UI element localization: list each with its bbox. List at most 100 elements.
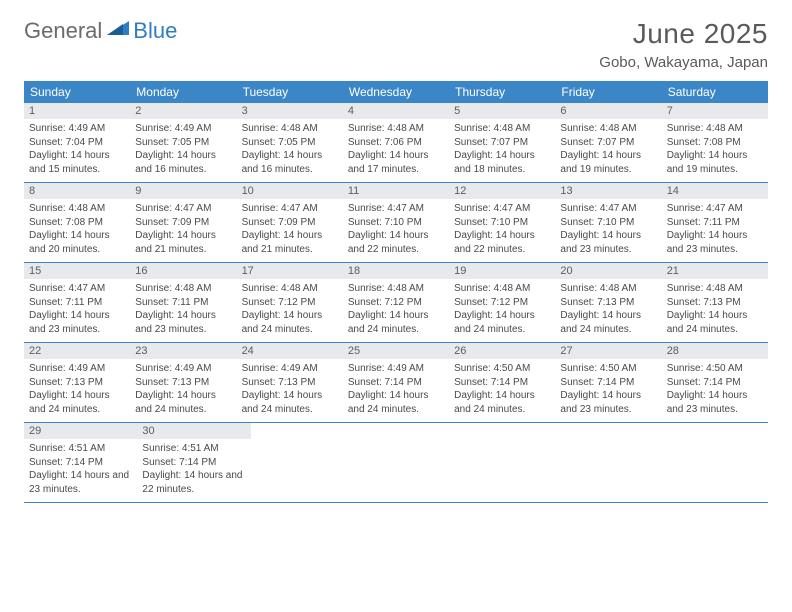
day-cell: 9 Sunrise: 4:47 AMSunset: 7:09 PMDaylight… bbox=[130, 183, 236, 262]
day-info: Sunrise: 4:48 AMSunset: 7:11 PMDaylight:… bbox=[135, 282, 231, 336]
day-number: 22 bbox=[24, 343, 130, 359]
day-cell: 1 Sunrise: 4:49 AMSunset: 7:04 PMDaylight… bbox=[24, 103, 130, 182]
week-row: 29 Sunrise: 4:51 AMSunset: 7:14 PMDayligh… bbox=[24, 423, 768, 503]
day-cell: 12 Sunrise: 4:47 AMSunset: 7:10 PMDayligh… bbox=[449, 183, 555, 262]
day-cell: 15 Sunrise: 4:47 AMSunset: 7:11 PMDayligh… bbox=[24, 263, 130, 342]
day-info: Sunrise: 4:47 AMSunset: 7:09 PMDaylight:… bbox=[242, 202, 338, 256]
day-cell: 6 Sunrise: 4:48 AMSunset: 7:07 PMDaylight… bbox=[555, 103, 661, 182]
day-info: Sunrise: 4:49 AMSunset: 7:05 PMDaylight:… bbox=[135, 122, 231, 176]
weekday-header: Friday bbox=[555, 81, 661, 103]
week-row: 1 Sunrise: 4:49 AMSunset: 7:04 PMDaylight… bbox=[24, 103, 768, 183]
week-row: 22 Sunrise: 4:49 AMSunset: 7:13 PMDayligh… bbox=[24, 343, 768, 423]
weekday-header: Monday bbox=[130, 81, 236, 103]
weekday-header: Sunday bbox=[24, 81, 130, 103]
day-info: Sunrise: 4:48 AMSunset: 7:05 PMDaylight:… bbox=[242, 122, 338, 176]
day-number: 29 bbox=[24, 423, 137, 439]
day-cell: 8Sunrise: 4:48 AMSunset: 7:08 PMDaylight… bbox=[24, 183, 130, 262]
brand-part1: General bbox=[24, 18, 102, 44]
day-info: Sunrise: 4:47 AMSunset: 7:10 PMDaylight:… bbox=[560, 202, 656, 256]
day-cell: 23 Sunrise: 4:49 AMSunset: 7:13 PMDayligh… bbox=[130, 343, 236, 422]
day-cell: 19 Sunrise: 4:48 AMSunset: 7:12 PMDayligh… bbox=[449, 263, 555, 342]
month-title: June 2025 bbox=[599, 18, 768, 50]
day-info: Sunrise: 4:47 AMSunset: 7:11 PMDaylight:… bbox=[667, 202, 763, 256]
day-number: 13 bbox=[555, 183, 661, 199]
day-info: Sunrise: 4:47 AMSunset: 7:11 PMDaylight:… bbox=[29, 282, 125, 336]
day-number: 8 bbox=[24, 183, 130, 199]
day-number: 9 bbox=[130, 183, 236, 199]
day-number: 28 bbox=[662, 343, 768, 359]
day-cell: 3 Sunrise: 4:48 AMSunset: 7:05 PMDaylight… bbox=[237, 103, 343, 182]
day-number: 14 bbox=[662, 183, 768, 199]
day-number: 24 bbox=[237, 343, 343, 359]
day-number: 5 bbox=[449, 103, 555, 119]
day-number: 23 bbox=[130, 343, 236, 359]
day-number: 19 bbox=[449, 263, 555, 279]
day-info: Sunrise: 4:48 AMSunset: 7:13 PMDaylight:… bbox=[667, 282, 763, 336]
day-cell: 24 Sunrise: 4:49 AMSunset: 7:13 PMDayligh… bbox=[237, 343, 343, 422]
day-cell: 7Sunrise: 4:48 AMSunset: 7:08 PMDaylight… bbox=[662, 103, 768, 182]
day-info: Sunrise: 4:48 AMSunset: 7:07 PMDaylight:… bbox=[560, 122, 656, 176]
calendar-page: General Blue June 2025 Gobo, Wakayama, J… bbox=[0, 0, 792, 521]
day-info: Sunrise: 4:51 AMSunset: 7:14 PMDaylight:… bbox=[29, 442, 132, 496]
day-cell: 30 Sunrise: 4:51 AMSunset: 7:14 PMDayligh… bbox=[137, 423, 250, 502]
day-info: Sunrise: 4:47 AMSunset: 7:10 PMDaylight:… bbox=[454, 202, 550, 256]
day-cell: 29 Sunrise: 4:51 AMSunset: 7:14 PMDayligh… bbox=[24, 423, 137, 502]
day-info: Sunrise: 4:48 AMSunset: 7:13 PMDaylight:… bbox=[560, 282, 656, 336]
weekday-header: Thursday bbox=[449, 81, 555, 103]
day-info: Sunrise: 4:50 AMSunset: 7:14 PMDaylight:… bbox=[667, 362, 763, 416]
day-number: 15 bbox=[24, 263, 130, 279]
day-cell: 26 Sunrise: 4:50 AMSunset: 7:14 PMDayligh… bbox=[449, 343, 555, 422]
day-cell: 14 Sunrise: 4:47 AMSunset: 7:11 PMDayligh… bbox=[662, 183, 768, 262]
empty-day-cell bbox=[458, 423, 561, 502]
location-subtitle: Gobo, Wakayama, Japan bbox=[599, 54, 768, 71]
day-cell: 11 Sunrise: 4:47 AMSunset: 7:10 PMDayligh… bbox=[343, 183, 449, 262]
day-number: 10 bbox=[237, 183, 343, 199]
day-cell: 17Sunrise: 4:48 AMSunset: 7:12 PMDayligh… bbox=[237, 263, 343, 342]
calendar-grid: SundayMondayTuesdayWednesdayThursdayFrid… bbox=[24, 81, 768, 503]
day-number: 12 bbox=[449, 183, 555, 199]
weekday-header: Saturday bbox=[662, 81, 768, 103]
brand-logo: General Blue bbox=[24, 18, 177, 44]
day-number: 2 bbox=[130, 103, 236, 119]
day-info: Sunrise: 4:48 AMSunset: 7:12 PMDaylight:… bbox=[348, 282, 444, 336]
day-number: 26 bbox=[449, 343, 555, 359]
day-info: Sunrise: 4:49 AMSunset: 7:13 PMDaylight:… bbox=[29, 362, 125, 416]
day-number: 6 bbox=[555, 103, 661, 119]
day-number: 4 bbox=[343, 103, 449, 119]
triangle-icon bbox=[107, 19, 129, 35]
day-info: Sunrise: 4:51 AMSunset: 7:14 PMDaylight:… bbox=[142, 442, 245, 496]
week-row: 8Sunrise: 4:48 AMSunset: 7:08 PMDaylight… bbox=[24, 183, 768, 263]
day-info: Sunrise: 4:49 AMSunset: 7:13 PMDaylight:… bbox=[242, 362, 338, 416]
day-info: Sunrise: 4:48 AMSunset: 7:12 PMDaylight:… bbox=[454, 282, 550, 336]
empty-day-cell bbox=[665, 423, 768, 502]
day-cell: 2 Sunrise: 4:49 AMSunset: 7:05 PMDaylight… bbox=[130, 103, 236, 182]
day-cell: 22 Sunrise: 4:49 AMSunset: 7:13 PMDayligh… bbox=[24, 343, 130, 422]
day-info: Sunrise: 4:49 AMSunset: 7:14 PMDaylight:… bbox=[348, 362, 444, 416]
day-cell: 16Sunrise: 4:48 AMSunset: 7:11 PMDayligh… bbox=[130, 263, 236, 342]
day-number: 1 bbox=[24, 103, 130, 119]
title-block: June 2025 Gobo, Wakayama, Japan bbox=[599, 18, 768, 71]
day-number: 30 bbox=[137, 423, 250, 439]
day-number: 20 bbox=[555, 263, 661, 279]
day-number: 21 bbox=[662, 263, 768, 279]
day-number: 25 bbox=[343, 343, 449, 359]
day-info: Sunrise: 4:47 AMSunset: 7:10 PMDaylight:… bbox=[348, 202, 444, 256]
day-number: 3 bbox=[237, 103, 343, 119]
day-number: 27 bbox=[555, 343, 661, 359]
day-info: Sunrise: 4:50 AMSunset: 7:14 PMDaylight:… bbox=[454, 362, 550, 416]
day-cell: 4 Sunrise: 4:48 AMSunset: 7:06 PMDaylight… bbox=[343, 103, 449, 182]
day-cell: 20 Sunrise: 4:48 AMSunset: 7:13 PMDayligh… bbox=[555, 263, 661, 342]
day-cell: 21 Sunrise: 4:48 AMSunset: 7:13 PMDayligh… bbox=[662, 263, 768, 342]
day-info: Sunrise: 4:50 AMSunset: 7:14 PMDaylight:… bbox=[560, 362, 656, 416]
day-info: Sunrise: 4:48 AMSunset: 7:06 PMDaylight:… bbox=[348, 122, 444, 176]
day-info: Sunrise: 4:49 AMSunset: 7:13 PMDaylight:… bbox=[135, 362, 231, 416]
weekday-header: Tuesday bbox=[237, 81, 343, 103]
empty-day-cell bbox=[251, 423, 354, 502]
weekday-header: Wednesday bbox=[343, 81, 449, 103]
day-info: Sunrise: 4:47 AMSunset: 7:09 PMDaylight:… bbox=[135, 202, 231, 256]
day-number: 11 bbox=[343, 183, 449, 199]
week-row: 15 Sunrise: 4:47 AMSunset: 7:11 PMDayligh… bbox=[24, 263, 768, 343]
day-info: Sunrise: 4:49 AMSunset: 7:04 PMDaylight:… bbox=[29, 122, 125, 176]
day-cell: 10 Sunrise: 4:47 AMSunset: 7:09 PMDayligh… bbox=[237, 183, 343, 262]
day-info: Sunrise: 4:48 AMSunset: 7:07 PMDaylight:… bbox=[454, 122, 550, 176]
